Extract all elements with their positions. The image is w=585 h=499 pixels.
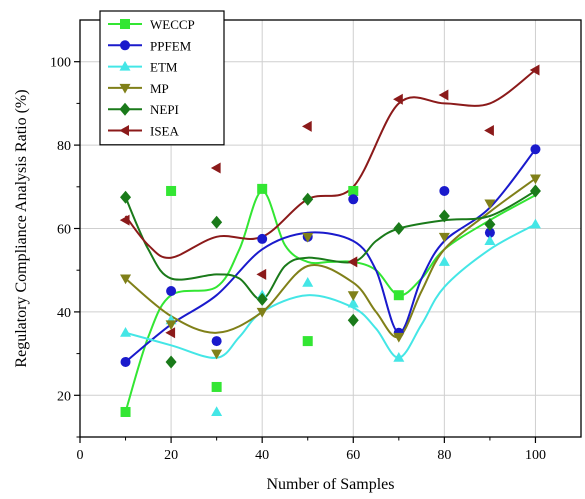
legend-label-weccp: WECCP <box>150 17 195 32</box>
data-point <box>302 276 314 287</box>
data-point <box>484 217 496 231</box>
data-point <box>120 274 132 285</box>
data-point <box>484 235 496 246</box>
legend-marker-isea <box>119 125 129 136</box>
data-point <box>439 185 450 196</box>
data-point <box>120 406 131 417</box>
data-point <box>347 256 358 268</box>
data-point <box>393 352 405 362</box>
legend-label-ppfem: PPFEM <box>150 38 192 53</box>
legend-marker-weccp <box>120 19 130 29</box>
y-tick-label: 20 <box>57 389 71 404</box>
y-tick-label: 40 <box>57 306 71 321</box>
data-point <box>529 184 541 198</box>
data-point <box>166 185 177 196</box>
markers-ppfem <box>120 144 541 367</box>
axis-ticks: 0 20 40 60 80 100 20 40 60 80 100 <box>50 56 546 463</box>
x-axis-title: Number of Samples <box>267 476 395 493</box>
x-tick-label: 40 <box>255 448 269 463</box>
legend-label-nepi: NEPI <box>150 102 179 117</box>
data-point <box>484 125 494 137</box>
data-point <box>438 232 450 243</box>
curve-weccp <box>124 190 536 413</box>
data-point <box>393 290 404 301</box>
markers-mp <box>120 174 541 360</box>
curve-nepi <box>124 190 536 301</box>
legend-label-etm: ETM <box>150 60 178 75</box>
y-tick-label: 100 <box>50 56 71 71</box>
curve-ppfem <box>124 148 537 363</box>
data-point <box>256 268 267 280</box>
data-point <box>257 233 268 244</box>
data-point <box>347 297 359 308</box>
legend-label-isea: ISEA <box>150 124 180 139</box>
legend: WECCP PPFEM ETM MP NEPI ISEA <box>99 10 225 146</box>
data-point <box>348 194 359 205</box>
y-axis-title: Regulatory Compliance Analysis Ratio (%) <box>13 89 30 367</box>
data-point <box>256 292 268 306</box>
x-tick-label: 20 <box>164 448 178 463</box>
y-tick-label: 60 <box>57 223 71 238</box>
data-point <box>529 64 540 76</box>
data-point <box>257 183 268 194</box>
data-point <box>529 174 541 185</box>
data-point <box>347 313 359 327</box>
legend-marker-nepi <box>119 102 131 116</box>
y-tick-label: 80 <box>57 139 71 154</box>
data-point <box>347 291 359 301</box>
data-point <box>165 320 177 331</box>
data-point <box>211 406 223 416</box>
x-tick-label: 80 <box>437 448 451 463</box>
markers-weccp <box>120 183 404 417</box>
data-point <box>484 199 496 210</box>
data-point <box>393 222 405 235</box>
legend-box <box>99 10 225 146</box>
data-point <box>166 286 177 297</box>
data-point <box>119 214 130 226</box>
data-point <box>302 232 314 243</box>
data-point <box>211 215 223 229</box>
data-point <box>165 355 177 369</box>
data-point <box>120 190 132 204</box>
legend-marker-etm <box>119 60 131 71</box>
data-point <box>438 209 450 223</box>
data-point <box>256 307 268 318</box>
data-point <box>211 349 223 360</box>
data-point <box>484 227 495 238</box>
x-tick-label: 60 <box>346 448 360 463</box>
legend-label-mp: MP <box>150 81 169 96</box>
legend-marker-ppfem <box>120 40 130 51</box>
x-tick-label: 0 <box>77 448 84 463</box>
markers-isea <box>119 64 540 339</box>
data-point <box>393 93 403 105</box>
data-point <box>438 256 450 266</box>
data-point <box>165 327 176 339</box>
data-point <box>211 381 222 392</box>
curve-mp <box>124 177 537 339</box>
data-point <box>301 120 312 132</box>
data-point <box>529 218 541 229</box>
data-point <box>302 336 313 347</box>
data-point <box>438 89 449 101</box>
markers-nepi <box>120 184 541 369</box>
data-point <box>393 332 405 343</box>
data-point <box>120 356 131 367</box>
data-point <box>302 192 314 206</box>
series-curves <box>124 69 537 413</box>
data-point <box>348 185 359 196</box>
data-point <box>530 144 541 155</box>
legend-marker-mp <box>119 83 131 94</box>
data-point <box>210 162 221 174</box>
data-point <box>120 327 132 337</box>
series-markers <box>119 64 541 417</box>
x-tick-label: 100 <box>525 448 546 463</box>
data-point <box>211 336 222 347</box>
